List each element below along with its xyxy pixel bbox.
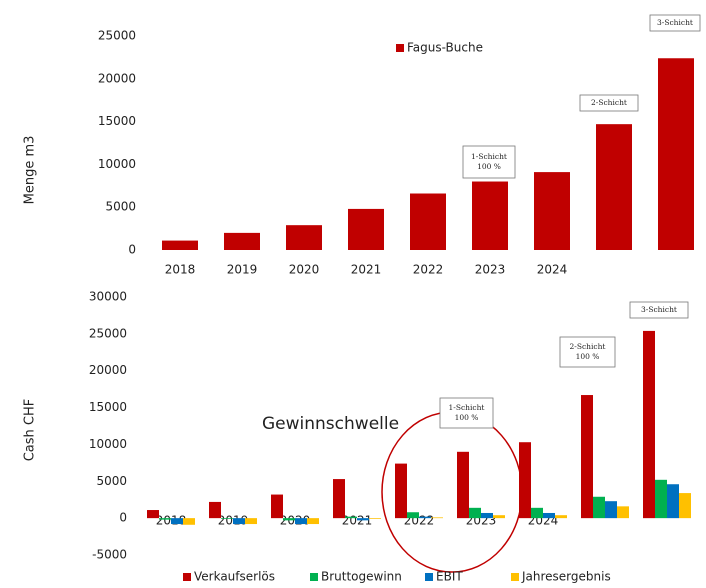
x-tick-label: 2021: [342, 514, 373, 528]
legend-label: Bruttogewinn: [321, 570, 402, 584]
bar: [283, 518, 295, 520]
bar: [221, 518, 233, 519]
bar: [159, 518, 171, 519]
annotation: 2-Schicht: [591, 98, 627, 107]
x-tick-label: 2022: [413, 263, 444, 277]
bar: [605, 501, 617, 518]
bar: [472, 182, 508, 250]
y-tick-label: 10000: [89, 437, 127, 451]
bar: [555, 515, 567, 518]
bar: [519, 442, 531, 518]
x-tick-label: 2023: [475, 263, 506, 277]
chart: Menge m3 0 5000 10000 15000 20000 25000 2018 201…: [0, 0, 706, 588]
bar: [658, 58, 694, 250]
bar: [407, 512, 419, 518]
bar: [209, 502, 221, 518]
y-tick-label: 15000: [89, 400, 127, 414]
annotation: Gewinnschwelle: [262, 414, 399, 434]
y-axis-label: Cash CHF: [23, 399, 38, 462]
bar: [469, 508, 481, 518]
bar: [534, 172, 570, 250]
x-tick-label: 2019: [227, 263, 258, 277]
bar: [183, 518, 195, 525]
x-tick-label: 2020: [289, 263, 320, 277]
bar: [531, 508, 543, 518]
legend-label: Fagus-Buche: [407, 41, 483, 55]
bar: [457, 452, 469, 518]
bar: [307, 518, 319, 524]
x-tick-label: 2018: [165, 263, 196, 277]
bar: [171, 518, 183, 524]
y-tick-label: 25000: [98, 29, 136, 43]
bar: [333, 479, 345, 518]
bar: [617, 506, 629, 518]
bar: [245, 518, 257, 524]
y-tick-label: 0: [119, 511, 127, 525]
annotation: 100 %: [576, 352, 600, 361]
bar: [147, 510, 159, 518]
y-tick-label: 20000: [98, 71, 136, 85]
bar: [286, 225, 322, 250]
annotation: 1-Schicht: [449, 403, 485, 412]
bar: [271, 495, 283, 519]
bar: [655, 480, 667, 518]
bar: [395, 464, 407, 519]
y-tick-label: 20000: [89, 363, 127, 377]
y-tick-label: 30000: [89, 290, 127, 304]
bar: [581, 395, 593, 518]
bar: [295, 518, 307, 524]
legend-swatch: [310, 573, 318, 581]
y-tick-label: 25000: [89, 326, 127, 340]
annotation: 2-Schicht: [570, 342, 606, 351]
legend-label: Jahresergebnis: [521, 570, 611, 584]
bar: [345, 517, 357, 518]
x-tick-label: 2021: [351, 263, 382, 277]
bar: [162, 241, 198, 250]
annotation: 1-Schicht: [471, 152, 507, 161]
legend-swatch: [511, 573, 519, 581]
bar: [643, 331, 655, 518]
y-axis-label: Menge m3: [23, 136, 38, 205]
y-tick-label: -5000: [92, 548, 127, 562]
bar: [357, 518, 369, 520]
annotation: 100 %: [455, 413, 479, 422]
legend-swatch: [183, 573, 191, 581]
y-tick-label: 10000: [98, 157, 136, 171]
bar: [410, 194, 446, 250]
bar: [224, 233, 260, 250]
bar: [679, 493, 691, 518]
legend-swatch: [396, 44, 404, 52]
bar: [596, 124, 632, 250]
y-tick-label: 0: [128, 243, 136, 257]
bar: [593, 497, 605, 518]
y-tick-label: 5000: [96, 474, 127, 488]
bar: [348, 209, 384, 250]
legend-label: Verkaufserlös: [194, 570, 275, 584]
y-tick-label: 15000: [98, 114, 136, 128]
annotation: 3-Schicht: [641, 305, 677, 314]
bar: [481, 513, 493, 518]
legend-swatch: [425, 573, 433, 581]
bar: [667, 484, 679, 518]
y-tick-label: 5000: [105, 200, 136, 214]
annotation: 3-Schicht: [657, 18, 693, 27]
bar: [369, 518, 381, 519]
legend-label: EBIT: [436, 570, 463, 584]
x-tick-label: 2024: [537, 263, 568, 277]
annotation: 100 %: [477, 162, 501, 171]
bar: [431, 517, 443, 518]
bar: [493, 515, 505, 518]
bar: [419, 517, 431, 518]
bar: [543, 513, 555, 518]
bar: [233, 518, 245, 524]
